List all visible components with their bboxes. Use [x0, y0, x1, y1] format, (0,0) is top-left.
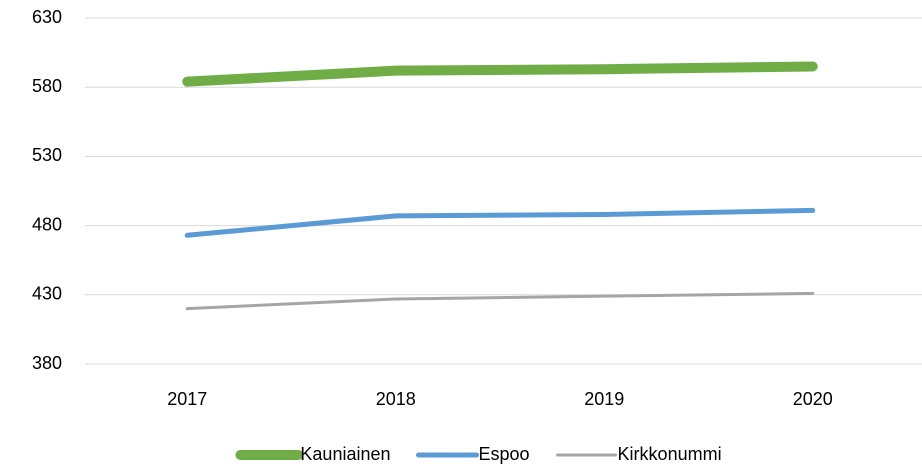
series-line: [182, 61, 818, 87]
x-tick-label: 2019: [584, 389, 624, 409]
y-tick-label: 480: [32, 214, 62, 234]
legend-label: Kirkkonummi: [618, 444, 722, 464]
legend: Kauniainen Espoo Kirkkonummi: [235, 444, 722, 464]
x-tick-label: 2017: [167, 389, 207, 409]
x-tick-label: 2020: [793, 389, 833, 409]
y-tick-label: 380: [32, 353, 62, 373]
series-line: [185, 291, 815, 311]
series-line: [184, 207, 816, 238]
x-tick-label: 2018: [376, 389, 416, 409]
legend-label: Kauniainen: [300, 444, 390, 464]
y-tick-label: 530: [32, 145, 62, 165]
y-tick-label: 580: [32, 76, 62, 96]
y-tick-label: 430: [32, 284, 62, 304]
legend-label: Espoo: [479, 444, 530, 464]
y-tick-label: 630: [32, 7, 62, 27]
